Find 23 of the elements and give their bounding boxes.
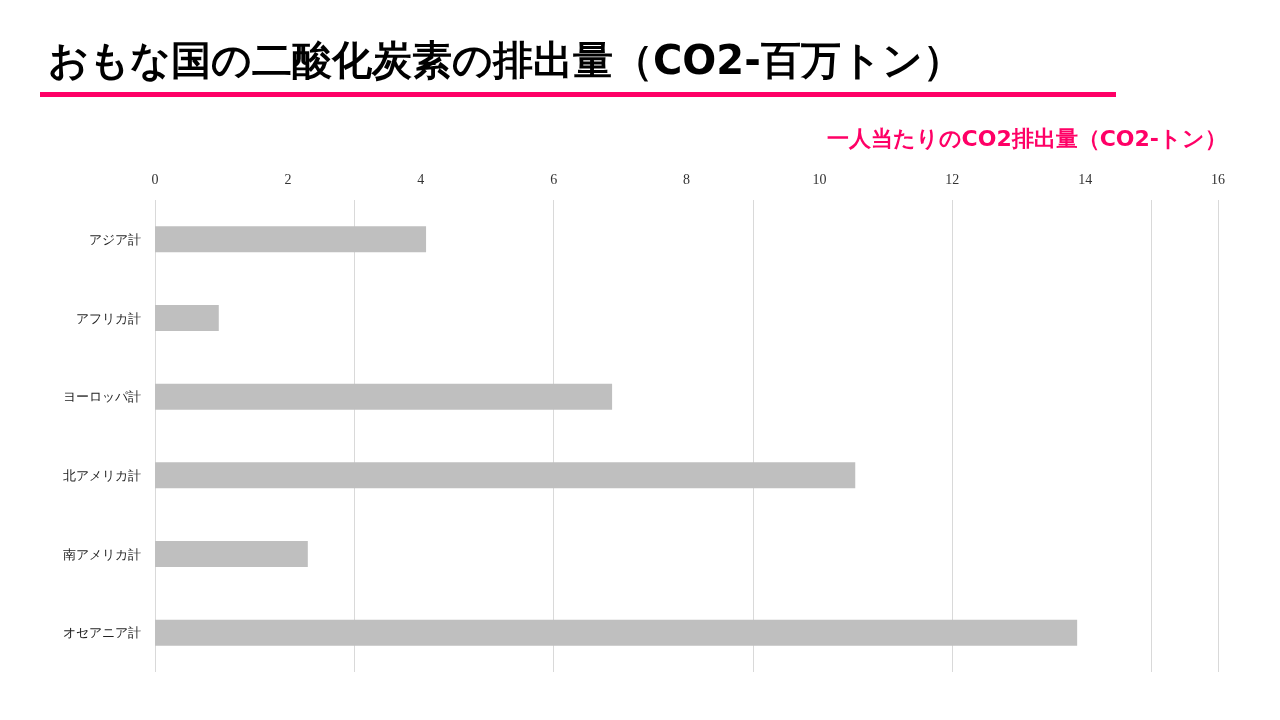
x-tick-label: 8 — [683, 171, 690, 187]
y-tick-label: オセアニア計 — [63, 625, 141, 641]
y-tick-label: 南アメリカ計 — [63, 546, 141, 562]
x-tick-label: 4 — [417, 171, 425, 187]
bar — [155, 619, 1078, 646]
x-axis-title: 一人当たりのCO2排出量（CO2-トン） — [826, 125, 1228, 151]
chart-title: おもな国の二酸化炭素の排出量（CO2-百万トン） — [40, 30, 1116, 97]
x-tick-label: 16 — [1211, 171, 1225, 187]
y-tick-label: 北アメリカ計 — [63, 467, 141, 483]
bar — [155, 462, 856, 489]
bar — [155, 226, 427, 253]
bar — [155, 541, 308, 567]
y-tick-label: ヨーロッパ計 — [63, 389, 141, 405]
x-tick-label: 0 — [151, 171, 159, 187]
x-tick-label: 12 — [945, 171, 960, 187]
x-tick-label: 14 — [1078, 171, 1093, 187]
y-tick-label: アジア計 — [89, 231, 141, 247]
x-tick-label: 10 — [812, 171, 827, 187]
y-tick-label: アフリカ計 — [76, 310, 141, 326]
bar — [155, 383, 613, 410]
bar — [155, 305, 219, 331]
x-tick-label: 2 — [284, 171, 292, 187]
x-tick-label: 6 — [550, 171, 558, 187]
